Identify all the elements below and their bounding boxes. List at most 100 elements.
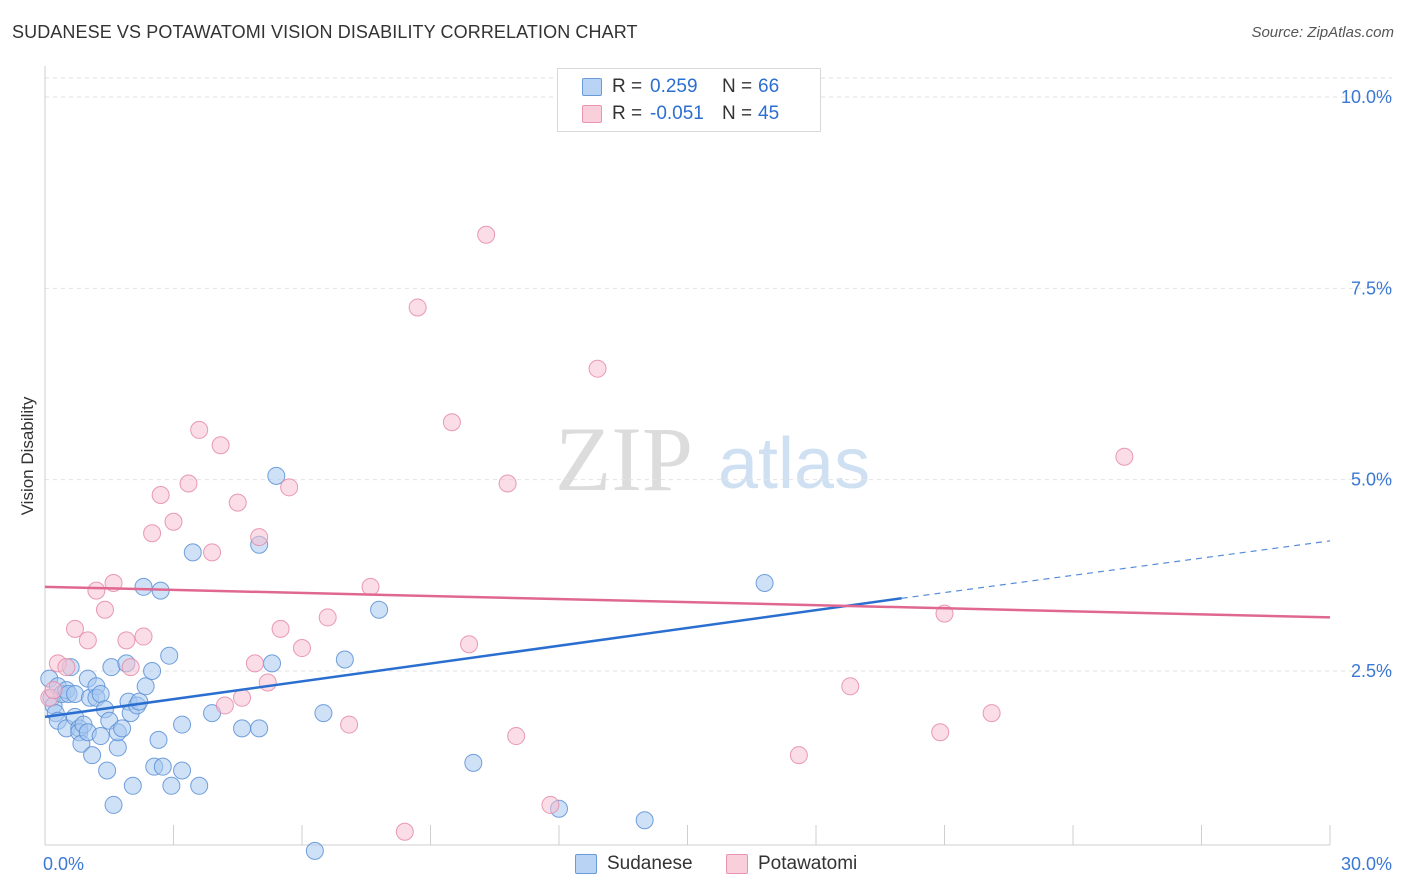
- potawatomi-point: [293, 639, 311, 658]
- sudanese-legend-label: Sudanese: [607, 853, 693, 874]
- potawatomi-point: [931, 723, 950, 742]
- potawatomi-r-value: -0.051: [650, 103, 704, 124]
- potawatomi-point: [203, 543, 222, 562]
- sudanese-point: [83, 746, 102, 765]
- potawatomi-point: [211, 436, 230, 455]
- potawatomi-swatch: [582, 105, 602, 123]
- potawatomi-point: [233, 688, 252, 707]
- potawatomi-point: [408, 298, 427, 317]
- sudanese-point: [134, 577, 153, 596]
- sudanese-legend-swatch: [575, 854, 597, 874]
- potawatomi-point: [841, 677, 860, 696]
- potawatomi-point: [179, 474, 198, 493]
- potawatomi-legend-swatch: [726, 854, 748, 874]
- correlation-legend: R = 0.259 N = 66 R = -0.051 N = 45: [557, 68, 821, 132]
- potawatomi-point: [498, 474, 517, 493]
- sudanese-trend-line: [44, 597, 902, 719]
- sudanese-point: [162, 776, 181, 795]
- potawatomi-point: [460, 635, 479, 654]
- sudanese-point: [123, 776, 142, 795]
- sudanese-point: [98, 761, 117, 780]
- potawatomi-point: [477, 225, 496, 244]
- potawatomi-point: [588, 359, 607, 378]
- potawatomi-point: [340, 715, 359, 734]
- sudanese-point: [335, 650, 354, 669]
- axis-layer: [44, 66, 1331, 846]
- potawatomi-point: [361, 577, 380, 596]
- sudanese-point: [91, 684, 110, 703]
- potawatomi-point: [44, 681, 63, 700]
- potawatomi-point: [318, 608, 337, 627]
- sudanese-point: [263, 654, 282, 673]
- point-layer: [40, 225, 1134, 860]
- sudanese-point: [635, 811, 654, 830]
- potawatomi-point: [228, 493, 247, 512]
- potawatomi-point: [541, 795, 560, 814]
- sudanese-point: [143, 662, 162, 680]
- sudanese-point: [305, 841, 324, 860]
- potawatomi-legend-label: Potawatomi: [758, 853, 858, 874]
- potawatomi-point: [507, 727, 526, 746]
- sudanese-point: [370, 600, 389, 619]
- potawatomi-r-label: R =: [612, 103, 643, 124]
- sudanese-r-label: R =: [612, 76, 643, 97]
- sudanese-point: [65, 684, 84, 703]
- potawatomi-point: [442, 413, 461, 432]
- source-label: Source: ZipAtlas.com: [1251, 24, 1394, 41]
- chart-title: SUDANESE VS POTAWATOMI VISION DISABILITY…: [12, 22, 638, 42]
- sudanese-swatch: [582, 78, 602, 96]
- y-tick-label: 2.5%: [1351, 661, 1392, 681]
- potawatomi-point: [280, 478, 299, 497]
- potawatomi-point: [57, 658, 76, 677]
- y-tick-label: 7.5%: [1351, 278, 1392, 298]
- potawatomi-point: [395, 822, 414, 841]
- potawatomi-n-value: 45: [758, 103, 780, 124]
- potawatomi-point: [65, 619, 84, 638]
- potawatomi-point: [245, 654, 264, 673]
- potawatomi-point: [271, 619, 290, 638]
- sudanese-point: [464, 753, 483, 772]
- sudanese-point: [183, 543, 202, 562]
- bottom-legend-potawatomi[interactable]: Potawatomi: [726, 852, 857, 876]
- potawatomi-point: [250, 528, 269, 547]
- potawatomi-n-label: N =: [722, 103, 753, 124]
- sudanese-point: [250, 719, 269, 738]
- potawatomi-point: [190, 420, 209, 439]
- sudanese-point: [108, 738, 127, 757]
- potawatomi-point: [143, 524, 162, 543]
- sudanese-point: [160, 646, 179, 665]
- watermark-atlas: atlas: [718, 424, 870, 504]
- sudanese-point: [149, 730, 168, 749]
- sudanese-point: [233, 719, 252, 738]
- sudanese-n-value: 66: [758, 76, 780, 97]
- y-tick-label: 10.0%: [1341, 87, 1392, 107]
- sudanese-point: [113, 719, 132, 738]
- sudanese-r-value: 0.259: [650, 76, 698, 97]
- y-tick-label: 5.0%: [1351, 470, 1392, 490]
- grid-layer: [45, 77, 1392, 672]
- sudanese-point: [173, 761, 192, 780]
- potawatomi-point: [164, 512, 183, 531]
- potawatomi-point: [78, 631, 97, 650]
- sudanese-point: [153, 757, 172, 776]
- sudanese-point: [130, 692, 149, 711]
- trend-layer: [44, 540, 1331, 719]
- potawatomi-point: [95, 600, 114, 619]
- sudanese-point: [102, 658, 121, 677]
- potawatomi-point: [789, 746, 808, 765]
- sudanese-point: [91, 727, 110, 746]
- potawatomi-trend-line: [44, 585, 1331, 619]
- legend-row-sudanese: R = 0.259 N = 66: [582, 75, 779, 99]
- potawatomi-point: [1115, 447, 1134, 466]
- potawatomi-point: [121, 658, 140, 677]
- bottom-legend-sudanese[interactable]: Sudanese: [575, 852, 693, 876]
- sudanese-point: [314, 704, 333, 723]
- watermark-zip: ZIP: [555, 408, 693, 510]
- sudanese-point: [267, 466, 286, 485]
- legend-row-potawatomi: R = -0.051 N = 45: [582, 102, 779, 126]
- sudanese-point: [136, 677, 155, 696]
- x-tick-label-min: 0.0%: [43, 854, 84, 874]
- potawatomi-point: [258, 673, 277, 692]
- x-tick-label-max: 30.0%: [1341, 854, 1392, 874]
